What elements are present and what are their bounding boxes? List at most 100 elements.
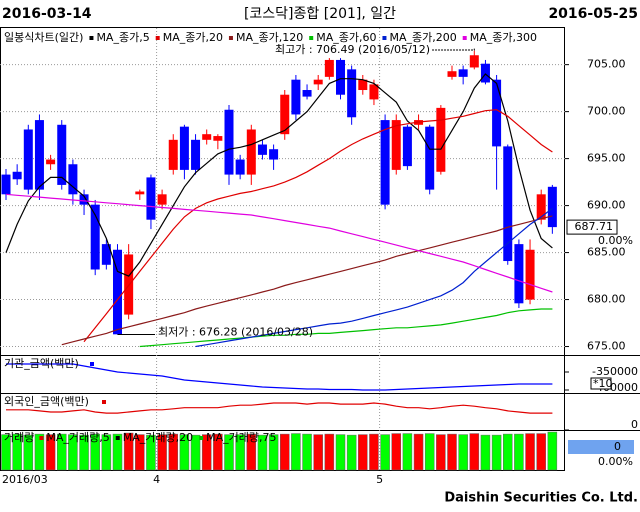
volume-bar bbox=[257, 434, 268, 471]
candle-body bbox=[1, 174, 11, 195]
y-tick-label: 690.00 bbox=[587, 199, 626, 212]
candle-body bbox=[12, 171, 22, 180]
volume-bar bbox=[168, 433, 178, 471]
volume-bar bbox=[90, 433, 100, 471]
legend-swatch bbox=[102, 400, 106, 404]
candle-body bbox=[146, 177, 156, 220]
candle-body bbox=[34, 120, 44, 190]
volume-bar bbox=[1, 434, 11, 471]
last-price-label: 687.71 bbox=[575, 220, 614, 233]
volume-bar bbox=[413, 433, 424, 471]
candle-body bbox=[101, 244, 111, 265]
candle-body bbox=[525, 249, 535, 300]
volume-bar bbox=[235, 434, 245, 471]
y-tick-label: 700.00 bbox=[587, 105, 626, 118]
y-tick-label: 0 bbox=[631, 418, 638, 431]
legend-label: MA_종가,20 bbox=[163, 31, 223, 44]
y-tick-label: 695.00 bbox=[587, 152, 626, 165]
candle-body bbox=[313, 79, 323, 85]
legend-label: MA_거래량,20 bbox=[123, 431, 193, 444]
legend-title: 일봉식차트(일간) bbox=[4, 30, 83, 44]
volume-bar bbox=[324, 433, 335, 471]
x-tick-label: 2016/03 bbox=[2, 473, 48, 486]
legend-label: MA_종가,120 bbox=[236, 31, 303, 44]
volume-bar bbox=[179, 434, 190, 471]
volume-bar bbox=[469, 433, 480, 471]
volume-bar bbox=[57, 433, 67, 471]
line bbox=[83, 109, 553, 343]
candle-body bbox=[436, 107, 446, 172]
legend-label: MA_거래량,75 bbox=[206, 431, 276, 444]
candle-body bbox=[391, 120, 401, 170]
y-tick-label: -350000 bbox=[592, 365, 638, 378]
volume-bar bbox=[480, 434, 491, 471]
legend-label: MA_종가,300 bbox=[470, 31, 537, 44]
candle-body bbox=[503, 146, 513, 262]
candle-body bbox=[547, 186, 557, 228]
volume-bar bbox=[369, 433, 379, 471]
volume-bar bbox=[23, 434, 34, 471]
candle-body bbox=[157, 194, 167, 205]
legend-label: MA_종가,60 bbox=[316, 31, 376, 44]
volume-bar bbox=[12, 433, 22, 471]
line bbox=[61, 215, 553, 346]
volume-bar bbox=[346, 434, 357, 471]
legend-swatch bbox=[309, 36, 314, 40]
candle-body bbox=[458, 69, 468, 77]
line bbox=[5, 193, 553, 293]
footer: Daishin Securities Co. Ltd. bbox=[444, 491, 638, 506]
legend-label: MA_거래량,5 bbox=[46, 431, 109, 444]
value-box bbox=[568, 440, 634, 454]
candle-body bbox=[291, 79, 301, 115]
candle-body bbox=[179, 126, 189, 170]
volume-bar bbox=[101, 434, 112, 471]
legend-swatch bbox=[90, 362, 94, 366]
candle-body bbox=[492, 79, 502, 147]
candle-body bbox=[46, 159, 56, 165]
volume-bar bbox=[447, 433, 457, 471]
candle-body bbox=[135, 191, 145, 195]
candle-body bbox=[358, 79, 368, 91]
panel-title: 기관_금액(백만) bbox=[4, 357, 79, 370]
y-tick-label: 705.00 bbox=[587, 58, 626, 71]
volume-bar bbox=[335, 434, 346, 471]
candle-body bbox=[90, 204, 100, 270]
line bbox=[5, 73, 553, 277]
candle-body bbox=[469, 55, 479, 68]
volume-bar bbox=[503, 433, 513, 471]
candle-body bbox=[402, 126, 412, 167]
candle-body bbox=[269, 149, 279, 160]
volume-bar bbox=[525, 433, 535, 471]
value-box-label: 0 bbox=[614, 440, 621, 453]
volume-bar bbox=[280, 433, 290, 471]
candle-body bbox=[235, 159, 245, 175]
volume-bar bbox=[547, 431, 558, 471]
volume-bar bbox=[112, 433, 123, 471]
candle-body bbox=[191, 139, 201, 170]
volume-bar bbox=[536, 433, 546, 471]
volume-bar bbox=[380, 434, 390, 471]
volume-bar bbox=[458, 434, 468, 471]
candle-body bbox=[347, 69, 357, 118]
candle-body bbox=[113, 249, 122, 335]
annotation-pointer bbox=[432, 48, 475, 51]
volume-bar bbox=[491, 434, 502, 471]
end-date: 2016-05-25 bbox=[548, 6, 638, 22]
change-box-label: 0.00% bbox=[598, 455, 633, 468]
volume-bar bbox=[213, 433, 223, 471]
candle-body bbox=[302, 90, 312, 97]
candle-body bbox=[213, 136, 223, 141]
candle-body bbox=[480, 63, 490, 83]
plot-frame bbox=[0, 27, 565, 471]
scale-note: *10 bbox=[593, 377, 613, 390]
candle-body bbox=[246, 129, 256, 175]
volume-bar bbox=[402, 433, 413, 471]
candle-body bbox=[280, 94, 290, 135]
line bbox=[6, 402, 553, 414]
line bbox=[139, 308, 553, 348]
volume-bar bbox=[436, 434, 446, 471]
note-box bbox=[590, 377, 612, 390]
volume-bar bbox=[45, 434, 56, 471]
last-price-box bbox=[566, 219, 618, 235]
candle-body bbox=[224, 109, 234, 175]
